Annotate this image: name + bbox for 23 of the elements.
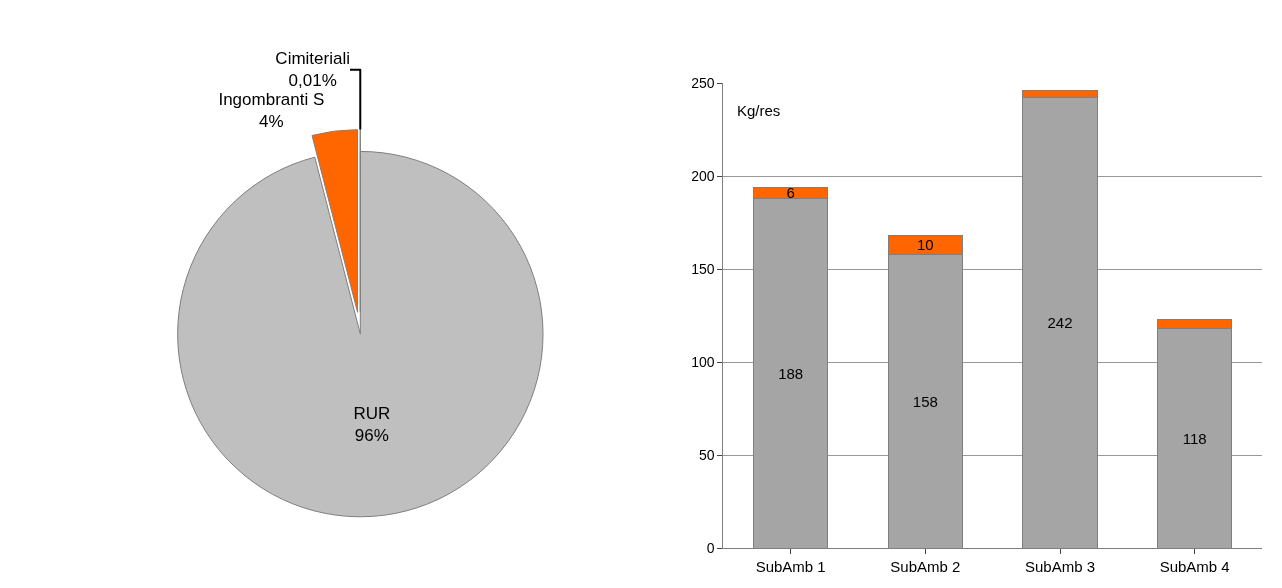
data-label: 118	[1182, 429, 1207, 447]
y-tick-label: 250	[691, 74, 715, 91]
data-label: 158	[912, 392, 938, 410]
slice-label: RUR	[353, 404, 391, 424]
y-tick-label: 200	[691, 167, 715, 184]
data-label: 188	[778, 364, 804, 382]
data-label: 6	[786, 184, 795, 202]
data-label: 96%	[354, 426, 389, 446]
y-tick-label: 100	[691, 353, 715, 370]
slice-label: Cimiteriali	[275, 49, 350, 69]
data-label: 242	[1047, 314, 1073, 332]
x-tick-label: SubAmb 3	[1024, 558, 1096, 575]
y-axis-title: Kg/res	[737, 102, 781, 119]
y-tick-label: 150	[691, 260, 715, 277]
x-tick-label: SubAmb 4	[1159, 558, 1230, 575]
slice-label: Ingombranti S	[218, 90, 325, 110]
y-tick-label: 0	[706, 539, 715, 556]
data-label: 10	[916, 236, 934, 254]
y-tick-label: 50	[698, 446, 715, 463]
x-tick-label: SubAmb 2	[890, 558, 961, 575]
x-tick-label: SubAmb 1	[755, 558, 826, 575]
data-label: 4%	[259, 112, 284, 132]
data-label: 0,01%	[288, 71, 337, 91]
